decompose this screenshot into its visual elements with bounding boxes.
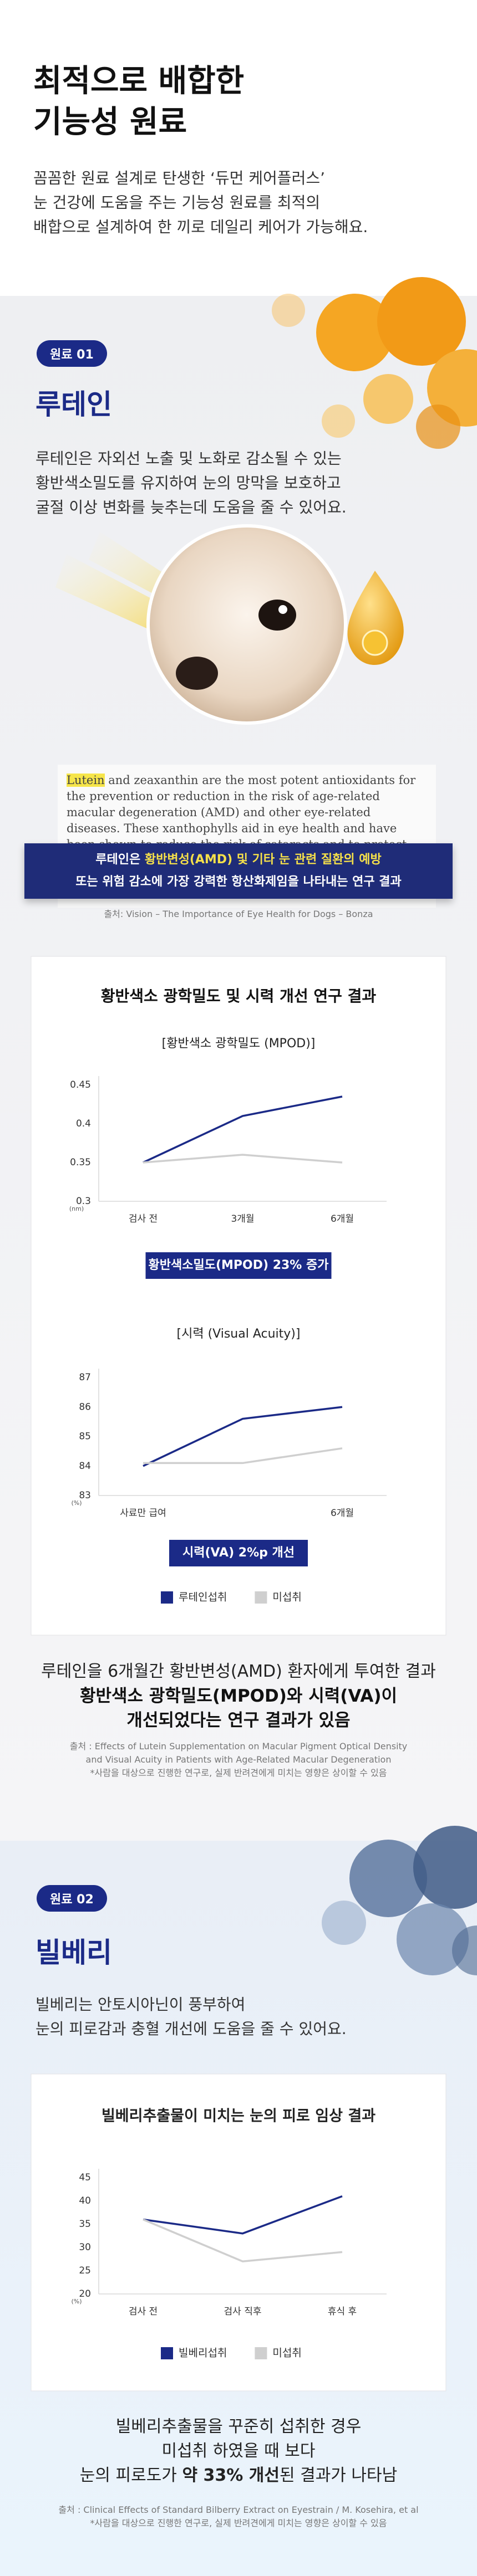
ingredient-heading: 루테인 xyxy=(35,388,112,421)
banner-line: 또는 위험 감소에 가장 강력한 항산화제임을 나타내는 연구 결과 xyxy=(75,875,402,889)
title-line: 기능성 원료 xyxy=(33,104,187,140)
banner-text: 루테인은 xyxy=(95,853,145,867)
y-tick-label: 20 xyxy=(79,2288,91,2300)
excerpt-banner: 루테인은 황반변성(AMD) 및 기타 눈 관련 질환의 예방 또는 위험 감소… xyxy=(24,843,453,899)
legend-label: 미섭취 xyxy=(272,1591,301,1604)
lutein-illustration xyxy=(55,524,404,725)
y-tick-label: 0.3 xyxy=(76,1196,91,1207)
x-tick-label: 검사 전 xyxy=(129,1213,158,1225)
text: 눈의 피로도가 xyxy=(79,2466,182,2485)
page-title: 최적으로 배합한 기능성 원료 xyxy=(33,61,244,143)
result-text: 루테인을 6개월간 황반변성(AMD) 환자에게 투여한 결과 황반색소 광학밀… xyxy=(0,1660,477,1733)
y-tick-label: 25 xyxy=(79,2265,91,2276)
text-line: 황반색소 광학밀도(MPOD)와 시력(VA)이 xyxy=(79,1686,398,1706)
ingredient-description: 빌베리는 안토시아닌이 풍부하여 눈의 피로감과 충혈 개선에 도움을 줄 수 … xyxy=(35,1993,347,2041)
result-text: 빌베리추출물을 꾸준히 섭취한 경우 미섭취 하였을 때 보다 눈의 피로도가 … xyxy=(0,2415,477,2488)
series-line xyxy=(143,2218,343,2262)
series-line xyxy=(143,2195,343,2235)
source-note: 출처 : Clinical Effects of Standard Bilber… xyxy=(0,2503,477,2530)
y-tick-label: 0.4 xyxy=(76,1118,91,1129)
y-tick-label: 87 xyxy=(79,1372,91,1383)
x-tick-label: 6개월 xyxy=(331,1508,354,1519)
y-unit: (%) xyxy=(71,2298,82,2305)
text-line: 빌베리추출물을 꾸준히 섭취한 경우 xyxy=(115,2417,362,2436)
text-line: 루테인을 6개월간 황반변성(AMD) 환자에게 투여한 결과 xyxy=(41,1662,436,1681)
text-line: 눈의 피로감과 충혈 개선에 도움을 줄 수 있어요. xyxy=(35,2020,347,2038)
marigold-image xyxy=(272,277,477,449)
text-line: 미섭취 하였을 때 보다 xyxy=(161,2441,316,2461)
chart-card xyxy=(31,956,446,1636)
text-line: 황반색소밀도를 유지하여 눈의 망막을 보호하고 xyxy=(35,474,341,492)
banner-highlight: 황반변성(AMD) 및 기타 눈 관련 질환의 예방 xyxy=(144,853,382,867)
series-line xyxy=(143,1154,343,1164)
y-tick-label: 40 xyxy=(79,2195,91,2206)
series-line xyxy=(143,1406,343,1467)
highlight: Lutein xyxy=(67,774,105,787)
y-tick-label: 83 xyxy=(79,1490,91,1501)
chart-title: [시력 (Visual Acuity)] xyxy=(177,1327,301,1341)
y-tick-label: 85 xyxy=(79,1431,91,1442)
text-line: 개선되었다는 연구 결과가 있음 xyxy=(126,1710,351,1730)
y-unit: (nm) xyxy=(69,1205,84,1212)
annotation-badge xyxy=(169,1540,308,1566)
legend-label: 루테인섭취 xyxy=(179,1591,227,1604)
x-tick-label: 검사 직후 xyxy=(224,2306,262,2317)
legend-swatch xyxy=(255,2347,267,2359)
y-tick-label: 0.35 xyxy=(70,1157,91,1168)
y-tick-label: 30 xyxy=(79,2242,91,2253)
legend-swatch xyxy=(161,1591,173,1604)
banner-line: 루테인은 황반변성(AMD) 및 기타 눈 관련 질환의 예방 xyxy=(24,849,453,871)
text-line: 눈 건강에 도움을 주는 기능성 원료를 최적의 xyxy=(33,193,321,212)
annotation-text: 시력(VA) 2%p 개선 xyxy=(182,1546,295,1560)
x-tick-label: 사료만 급여 xyxy=(120,1508,166,1519)
text-line: 출처 : Clinical Effects of Standard Bilber… xyxy=(58,2505,419,2515)
series-line xyxy=(143,1447,343,1464)
bold-text: 약 33% 개선 xyxy=(182,2466,280,2485)
x-tick-label: 휴식 후 xyxy=(328,2306,357,2317)
card-title: 황반색소 광학밀도 및 시력 개선 연구 결과 xyxy=(100,987,377,1005)
y-tick-label: 84 xyxy=(79,1461,91,1472)
text-line: 배합으로 설계하여 한 끼로 데일리 케어가 가능해요. xyxy=(33,218,368,236)
text-line: *사람을 대상으로 진행한 연구로, 실제 반려견에게 미치는 영향은 상이할 … xyxy=(90,1768,387,1778)
chart-title: [황반색소 광학밀도 (MPOD)] xyxy=(162,1037,316,1051)
y-tick-label: 45 xyxy=(79,2172,91,2183)
source-note: 출처 : Effects of Lutein Supplementation o… xyxy=(0,1740,477,1780)
title-line: 최적으로 배합한 xyxy=(33,63,245,99)
legend-label: 미섭취 xyxy=(272,2347,301,2359)
annotation-badge xyxy=(145,1252,332,1279)
text-line: 꼼꼼한 원료 설계로 탄생한 ‘듀먼 케어플러스’ xyxy=(33,169,325,187)
chart-title: 빌베리추출물이 미치는 눈의 피로 임상 결과 xyxy=(102,2108,375,2125)
x-tick-label: 3개월 xyxy=(231,1213,254,1225)
text-line: 루테인은 자외선 노출 및 노화로 감소될 수 있는 xyxy=(35,449,342,468)
text-line: 눈의 피로도가 약 33% 개선된 결과가 나타남 xyxy=(0,2464,477,2488)
text-line: *사람을 대상으로 진행한 연구로, 실제 반려견에게 미치는 영향은 상이할 … xyxy=(90,2518,387,2528)
text-line: 출처 : Effects of Lutein Supplementation o… xyxy=(69,1741,408,1752)
x-tick-label: 6개월 xyxy=(331,1213,354,1225)
legend-label: 빌베리섭취 xyxy=(179,2347,227,2359)
excerpt-source: 출처: Vision – The Importance of Eye Healt… xyxy=(104,909,373,919)
y-tick-label: 0.45 xyxy=(70,1079,91,1090)
legend-swatch xyxy=(255,1591,267,1604)
blueberry-image xyxy=(322,1826,477,1975)
text-line: and Visual Acuity in Patients with Age-R… xyxy=(85,1754,392,1765)
annotation-text: 황반색소밀도(MPOD) 23% 증가 xyxy=(149,1258,329,1272)
legend-swatch xyxy=(161,2347,173,2359)
y-tick-label: 35 xyxy=(79,2219,91,2230)
series-line xyxy=(143,1095,343,1164)
ingredient-heading: 빌베리 xyxy=(35,1937,112,1969)
header-description: 꼼꼼한 원료 설계로 탄생한 ‘듀먼 케어플러스’ 눈 건강에 도움을 주는 기… xyxy=(33,166,368,239)
y-tick-label: 86 xyxy=(79,1401,91,1412)
text-line: 빌베리는 안토시아닌이 풍부하여 xyxy=(35,1995,246,2014)
ingredient-description: 루테인은 자외선 노출 및 노화로 감소될 수 있는 황반색소밀도를 유지하여 … xyxy=(35,447,347,520)
y-unit: (%) xyxy=(71,1499,82,1507)
ingredient-badge: 원료 01 xyxy=(37,340,107,367)
ingredient-badge: 원료 02 xyxy=(37,1885,107,1912)
x-tick-label: 검사 전 xyxy=(129,2306,158,2317)
text: 된 결과가 나타남 xyxy=(279,2466,398,2485)
text-line: 굴절 이상 변화를 늦추는데 도움을 줄 수 있어요. xyxy=(35,498,347,516)
